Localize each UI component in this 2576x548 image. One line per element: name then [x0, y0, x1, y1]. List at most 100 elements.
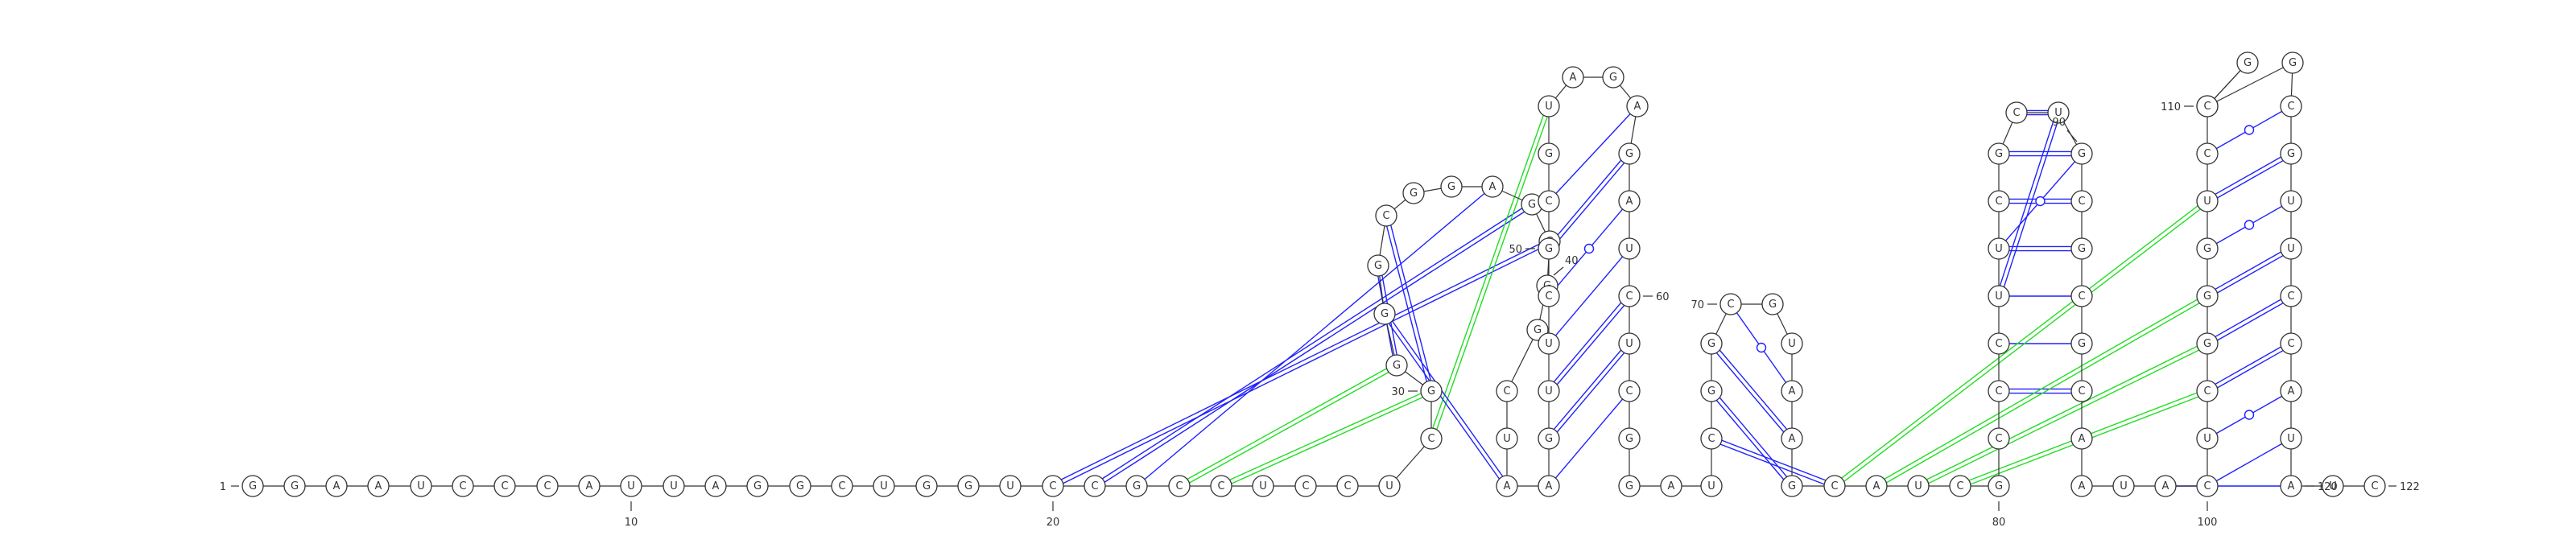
base-pair — [1554, 398, 1624, 479]
base-pair — [2217, 350, 2284, 389]
nucleotide-letter: A — [1789, 433, 1796, 445]
nucleotide: G — [283, 475, 306, 497]
base-pair — [2215, 443, 2283, 482]
nucleotide-letter: A — [586, 480, 593, 492]
axis-label: 10 — [625, 517, 638, 529]
base-pair — [1555, 113, 1631, 194]
nucleotide: A — [2070, 427, 2093, 450]
base-pair — [1553, 159, 1622, 240]
nucleotide-letter: G — [1381, 308, 1389, 320]
nucleotide-letter: A — [2288, 385, 2295, 398]
nucleotide-letter: U — [1545, 101, 1553, 113]
nucleotide: G — [1618, 475, 1641, 497]
nucleotide: U — [2322, 475, 2344, 497]
nucleotide-letter: C — [1217, 480, 1224, 492]
nucleotide: G — [1385, 354, 1408, 377]
nucleotide: G — [2070, 142, 2093, 165]
nucleotide-letter: A — [1873, 480, 1880, 492]
nucleotide: U — [873, 475, 895, 497]
nucleotide-letter: A — [2288, 480, 2295, 492]
nucleotide: C — [1168, 475, 1191, 497]
nucleotide-letter: C — [1545, 290, 1552, 303]
nucleotide: G — [789, 475, 811, 497]
nucleotide: A — [1781, 380, 1803, 402]
nucleotide-letter: U — [2054, 107, 2062, 119]
nucleotide: C — [2363, 475, 2386, 497]
pseudoknot-pair — [1926, 345, 2198, 480]
nucleotide: A — [325, 475, 348, 497]
nucleotide-letter: U — [1788, 338, 1796, 350]
nucleotide-letter: G — [1707, 385, 1715, 398]
nucleotide: G — [1125, 475, 1148, 497]
nucleotide: A — [1660, 475, 1682, 497]
nucleotide: G — [1538, 237, 1560, 260]
nucleotide: A — [1496, 475, 1518, 497]
nucleotide: C — [1420, 427, 1443, 450]
nucleotide-letter: G — [2287, 148, 2295, 160]
nucleotide-letter: G — [2244, 57, 2252, 69]
base-pair — [1061, 243, 1540, 480]
base-pair — [1719, 397, 1788, 477]
base-pair — [2215, 251, 2281, 290]
nucleotide: C — [493, 475, 516, 497]
nucleotide-letter: C — [501, 480, 508, 492]
nucleotide-letter: C — [2013, 107, 2020, 119]
nucleotide-letter: G — [1545, 243, 1553, 255]
nucleotide-letter: A — [712, 480, 720, 492]
nucleotide-letter: C — [2078, 385, 2085, 398]
nucleotide: U — [1618, 332, 1641, 355]
base-pair — [1999, 122, 2054, 286]
nucleotide: A — [2280, 380, 2302, 402]
nucleotide-letter: U — [2120, 480, 2128, 492]
nucleotide: C — [452, 475, 474, 497]
nucleotide-letter: A — [2079, 433, 2086, 445]
base-pair — [1719, 349, 1788, 430]
nucleotide-letter: U — [1545, 338, 1553, 350]
nucleotide: A — [2070, 475, 2093, 497]
nucleotide: G — [746, 475, 769, 497]
nucleotide-letter: A — [1570, 72, 1577, 84]
nucleotide: U — [2280, 190, 2302, 212]
nucleotide: C — [2280, 285, 2302, 307]
nucleotide-letter: G — [1625, 480, 1633, 492]
base-pair — [1102, 208, 1523, 480]
nucleotide: G — [1420, 380, 1443, 402]
nucleotide-letter: C — [1503, 385, 1510, 398]
base-pair — [2217, 255, 2284, 294]
nucleotide: C — [1949, 475, 1971, 497]
nucleotide: C — [831, 475, 853, 497]
nucleotide-letter: G — [923, 480, 931, 492]
pseudoknot-pair — [1843, 208, 2201, 482]
pseudoknot-pair — [1841, 205, 2198, 479]
nucleotide-letter: G — [2078, 148, 2086, 160]
nucleotide-letter: U — [1995, 290, 2003, 303]
nucleotide: C — [2005, 101, 2028, 124]
nucleotide-letter: U — [2203, 433, 2211, 445]
nucleotide-letter: U — [627, 480, 635, 492]
nucleotide-letter: G — [2078, 243, 2086, 255]
five-prime-label: 1 — [220, 481, 226, 493]
nucleotide-letter: C — [2287, 101, 2294, 113]
nucleotide-letter: G — [249, 480, 257, 492]
base-pair — [1553, 349, 1622, 430]
nucleotide-letter: A — [375, 480, 382, 492]
position-tick — [2066, 130, 2078, 142]
position-label: 70 — [1690, 299, 1704, 311]
nucleotide-letter: G — [1410, 187, 1418, 200]
nucleotide: U — [999, 475, 1022, 497]
nucleotide-letter: G — [2289, 57, 2297, 69]
nucleotide-letter: C — [1427, 433, 1435, 445]
nucleotide-letter: C — [1091, 480, 1098, 492]
position-label: 40 — [1565, 255, 1579, 267]
nucleotide-letter: U — [417, 480, 425, 492]
nucleotide: A — [367, 475, 390, 497]
base-pair — [2003, 122, 2058, 287]
nucleotide: G — [957, 475, 980, 497]
nucleotide: C — [1988, 380, 2010, 402]
nucleotide-letter: U — [2287, 243, 2295, 255]
nucleotide: C — [2070, 285, 2093, 307]
position-label: 110 — [2161, 101, 2181, 113]
base-pair — [1386, 226, 1427, 382]
nucleotide-letter: C — [1995, 196, 2002, 208]
nucleotide: G — [1538, 142, 1560, 165]
